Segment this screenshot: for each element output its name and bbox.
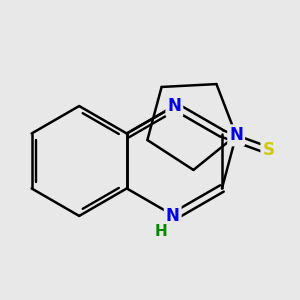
Text: N: N (167, 97, 181, 115)
Text: N: N (229, 126, 243, 144)
Text: N: N (166, 207, 180, 225)
Text: H: H (154, 224, 167, 239)
Text: S: S (262, 141, 274, 159)
